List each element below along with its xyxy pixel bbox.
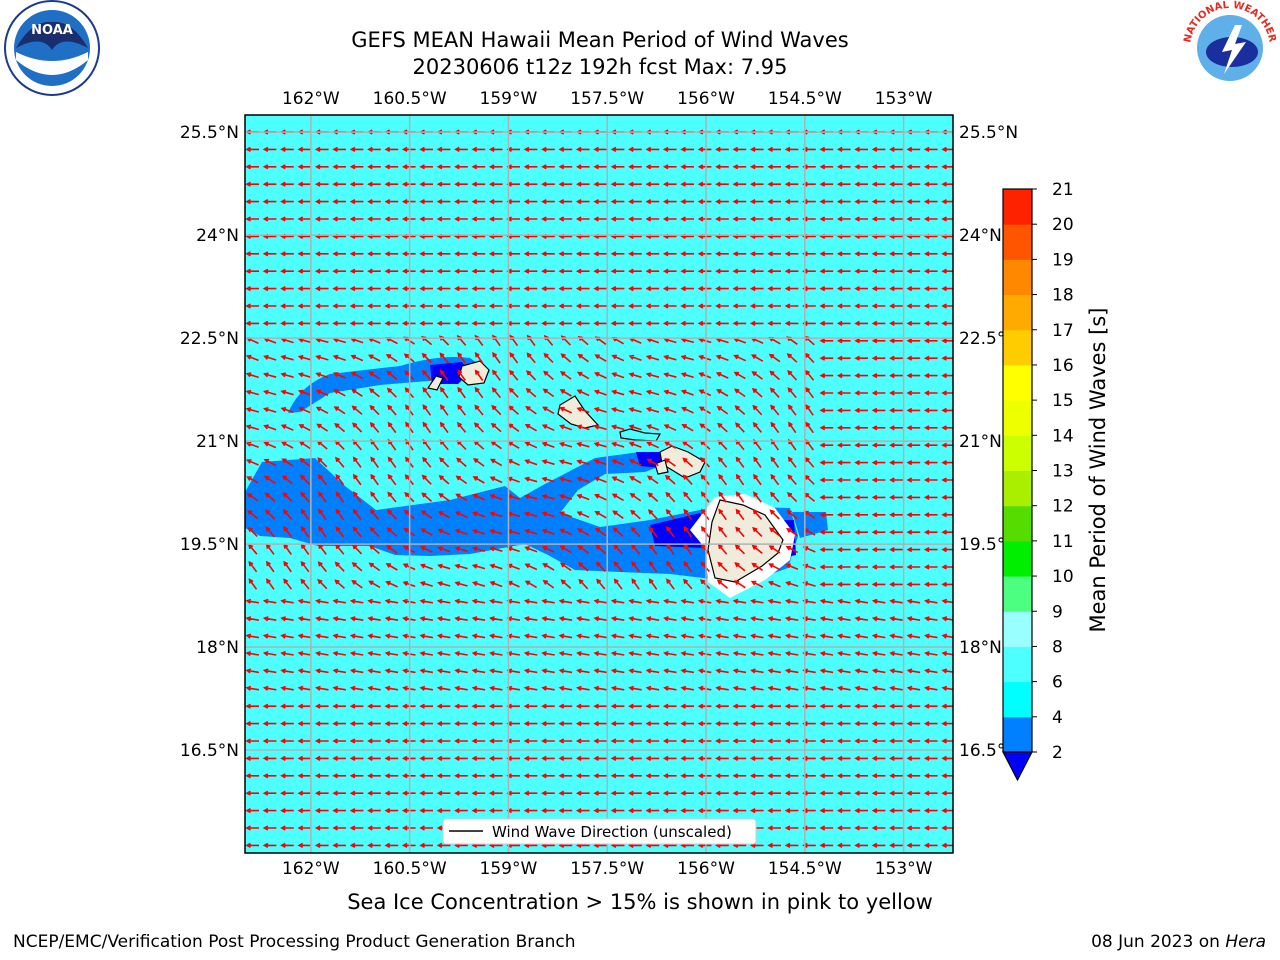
footer-date-text: 08 Jun 2023 on: [1091, 932, 1220, 952]
nws-logo: NATIONAL WEATHER SERVICE: [1180, 0, 1278, 94]
lat-tick-right: 18°N: [959, 638, 1002, 658]
colorbar-tick-label: 18: [1052, 286, 1074, 306]
lon-tick-bottom: 162°W: [282, 859, 340, 879]
colorbar-tick-label: 21: [1052, 180, 1074, 200]
lat-tick-left: 25.5°N: [180, 123, 239, 143]
chart-subtitle: 20230606 t12z 192h fcst Max: 7.95: [412, 55, 788, 79]
lat-tick-right: 21°N: [959, 432, 1002, 452]
colorbar-segment: [1003, 435, 1032, 471]
colorbar-tick-label: 12: [1052, 497, 1074, 517]
colorbar-tick-label: 16: [1052, 356, 1074, 376]
colorbar-segment: [1003, 505, 1032, 542]
lon-tick-bottom: 153°W: [875, 859, 933, 879]
colorbar-segment: [1003, 224, 1032, 260]
lat-tick-left: 22.5°N: [180, 329, 239, 349]
colorbar-tick-label: 11: [1052, 532, 1074, 552]
lat-tick-left: 24°N: [196, 226, 239, 246]
lon-tick-top: 157.5°W: [570, 89, 644, 109]
colorbar-label: Mean Period of Wind Waves [s]: [1086, 307, 1110, 633]
footer-host: Hera: [1225, 932, 1266, 952]
island-niihau: [427, 375, 444, 391]
colorbar-segment: [1003, 294, 1032, 331]
lon-tick-top: 159°W: [480, 89, 538, 109]
period-band-2-4: [792, 512, 828, 538]
island-oahu: [557, 395, 600, 429]
lon-tick-top: 160.5°W: [373, 89, 447, 109]
colorbar-tick-label: 4: [1052, 708, 1063, 728]
colorbar: 2 4 6 8 9 10 11 12 13 14 15 16 17 18 19 20 21: [1002, 180, 1074, 782]
colorbar-tick-label: 9: [1052, 602, 1063, 622]
colorbar-segment: [1003, 611, 1032, 647]
colorbar-tick-label: 8: [1052, 637, 1063, 657]
colorbar-segment: [1003, 576, 1032, 612]
lon-tick-bottom: 159°W: [480, 859, 538, 879]
sea-ice-caption: Sea Ice Concentration > 15% is shown in …: [347, 890, 933, 914]
colorbar-tick-label: 19: [1052, 250, 1074, 270]
lon-tick-bottom: 157.5°W: [570, 859, 644, 879]
lon-tick-top: 154.5°W: [768, 89, 842, 109]
colorbar-segment: [1003, 716, 1032, 753]
colorbar-segment: [1003, 540, 1032, 577]
lat-tick-left: 16.5°N: [180, 741, 239, 761]
noaa-logo-text: NOAA: [31, 23, 73, 38]
lat-tick-left: 19.5°N: [180, 535, 239, 555]
colorbar-segment: [1003, 681, 1032, 718]
colorbar-segment: [1003, 189, 1032, 225]
colorbar-tick-label: 17: [1052, 321, 1074, 341]
island-hawaii: [707, 499, 784, 583]
lon-tick-top: 153°W: [875, 89, 933, 109]
lon-tick-bottom: 156°W: [677, 859, 735, 879]
lat-tick-right: 24°N: [959, 226, 1002, 246]
colorbar-tick-label: 2: [1052, 743, 1063, 763]
colorbar-tick-label: 10: [1052, 567, 1074, 587]
map-axis-labels: 162°W 162°W 160.5°W 160.5°W 159°W 159°W 157.5°…: [180, 89, 1018, 879]
colorbar-tick-label: 14: [1052, 426, 1074, 446]
legend-label: Wind Wave Direction (unscaled): [492, 823, 732, 841]
colorbar-segment: [1003, 364, 1032, 401]
map-legend: Wind Wave Direction (unscaled): [442, 818, 757, 845]
graticule: [245, 115, 953, 853]
ocean-background: [245, 115, 953, 853]
lon-tick-bottom: 160.5°W: [373, 859, 447, 879]
island-lanai: [654, 459, 669, 475]
lat-tick-right: 25.5°N: [959, 123, 1018, 143]
lon-tick-top: 162°W: [282, 89, 340, 109]
colorbar-tick-label: 6: [1052, 673, 1063, 693]
colorbar-segment: [1003, 646, 1032, 683]
colorbar-under-triangle: [1002, 751, 1033, 782]
colorbar-tick-label: 20: [1052, 215, 1074, 235]
noaa-logo: NOAA: [4, 0, 100, 96]
colorbar-segment: [1003, 470, 1032, 507]
footer-branch: NCEP/EMC/Verification Post Processing Pr…: [13, 932, 576, 952]
island-molokai: [619, 428, 661, 442]
colorbar-segment: [1003, 400, 1032, 436]
chart-title: GEFS MEAN Hawaii Mean Period of Wind Wav…: [351, 28, 849, 52]
colorbar-segment: [1003, 329, 1032, 366]
map-frame: [244, 114, 954, 854]
period-band-2-4: [245, 452, 798, 580]
lat-tick-left: 18°N: [196, 638, 239, 658]
footer-date: 08 Jun 2023 on Hera: [1091, 932, 1266, 952]
lat-tick-left: 21°N: [196, 432, 239, 452]
colorbar-tick-label: 13: [1052, 462, 1074, 482]
lon-tick-top: 156°W: [677, 89, 735, 109]
colorbar-tick-label: 15: [1052, 391, 1074, 411]
lon-tick-bottom: 154.5°W: [768, 859, 842, 879]
colorbar-segment: [1003, 259, 1032, 296]
